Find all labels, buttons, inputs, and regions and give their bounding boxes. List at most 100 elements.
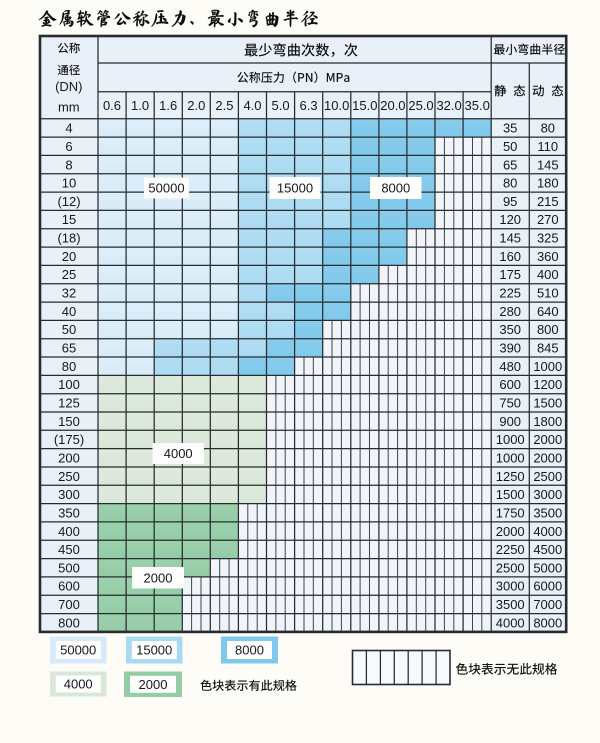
svg-text:6.3: 6.3 [300, 98, 318, 113]
svg-text:2000: 2000 [533, 432, 562, 447]
svg-text:20: 20 [62, 249, 76, 264]
svg-text:150: 150 [58, 414, 80, 429]
svg-text:mm: mm [58, 100, 80, 115]
svg-text:1250: 1250 [496, 469, 525, 484]
svg-text:50000: 50000 [148, 181, 184, 196]
svg-text:750: 750 [499, 396, 521, 411]
svg-text:510: 510 [537, 286, 559, 301]
svg-text:6000: 6000 [533, 579, 562, 594]
svg-text:50: 50 [503, 139, 517, 154]
svg-text:80: 80 [62, 359, 76, 374]
svg-text:1.6: 1.6 [159, 98, 177, 113]
svg-text:450: 450 [58, 542, 80, 557]
svg-text:1200: 1200 [533, 377, 562, 392]
svg-text:95: 95 [503, 194, 517, 209]
svg-text:4000: 4000 [64, 677, 93, 692]
svg-text:(12): (12) [57, 194, 80, 209]
svg-text:3000: 3000 [496, 579, 525, 594]
svg-text:50: 50 [62, 322, 76, 337]
svg-text:35: 35 [503, 121, 517, 136]
svg-text:270: 270 [537, 212, 559, 227]
svg-text:125: 125 [58, 396, 80, 411]
svg-text:180: 180 [537, 176, 559, 191]
svg-text:10: 10 [62, 176, 76, 191]
svg-text:2.5: 2.5 [215, 98, 233, 113]
svg-text:20.0: 20.0 [380, 98, 405, 113]
svg-text:800: 800 [537, 322, 559, 337]
svg-text:700: 700 [58, 597, 80, 612]
svg-text:6: 6 [65, 139, 72, 154]
svg-text:360: 360 [537, 249, 559, 264]
svg-text:10.0: 10.0 [324, 98, 349, 113]
svg-text:800: 800 [58, 615, 80, 630]
svg-text:280: 280 [499, 304, 521, 319]
svg-text:8000: 8000 [533, 615, 562, 630]
svg-text:1.0: 1.0 [131, 98, 149, 113]
svg-text:1500: 1500 [533, 396, 562, 411]
svg-text:600: 600 [58, 579, 80, 594]
svg-text:0.6: 0.6 [103, 98, 121, 113]
svg-text:4000: 4000 [164, 446, 193, 461]
svg-text:120: 120 [499, 212, 521, 227]
svg-text:25: 25 [62, 267, 76, 282]
svg-text:(DN): (DN) [55, 79, 82, 94]
svg-text:8: 8 [65, 157, 72, 172]
svg-text:1750: 1750 [496, 505, 525, 520]
svg-text:1500: 1500 [496, 487, 525, 502]
svg-text:3500: 3500 [533, 505, 562, 520]
svg-text:3000: 3000 [533, 487, 562, 502]
svg-text:2000: 2000 [496, 524, 525, 539]
svg-text:300: 300 [58, 487, 80, 502]
svg-text:200: 200 [58, 451, 80, 466]
svg-text:2500: 2500 [533, 469, 562, 484]
svg-text:15000: 15000 [277, 181, 313, 196]
svg-text:40: 40 [62, 304, 76, 319]
svg-text:15000: 15000 [136, 643, 172, 658]
svg-text:80: 80 [541, 121, 555, 136]
svg-text:2000: 2000 [533, 451, 562, 466]
svg-text:145: 145 [499, 231, 521, 246]
svg-text:1000: 1000 [496, 451, 525, 466]
svg-text:25.0: 25.0 [408, 98, 433, 113]
svg-text:2000: 2000 [139, 677, 168, 692]
svg-text:110: 110 [537, 139, 558, 154]
svg-text:7000: 7000 [533, 597, 562, 612]
svg-text:145: 145 [537, 157, 559, 172]
svg-text:2.0: 2.0 [187, 98, 205, 113]
svg-text:160: 160 [499, 249, 521, 264]
svg-text:80: 80 [503, 176, 517, 191]
svg-text:900: 900 [499, 414, 521, 429]
svg-text:4000: 4000 [496, 615, 525, 630]
svg-text:65: 65 [503, 157, 517, 172]
svg-text:2500: 2500 [496, 560, 525, 575]
svg-text:390: 390 [499, 341, 521, 356]
svg-text:845: 845 [537, 341, 559, 356]
svg-text:100: 100 [58, 377, 80, 392]
svg-text:2250: 2250 [496, 542, 525, 557]
svg-text:2000: 2000 [144, 570, 173, 585]
svg-text:35.0: 35.0 [465, 98, 490, 113]
svg-text:1800: 1800 [533, 414, 562, 429]
svg-text:4000: 4000 [533, 524, 562, 539]
svg-text:8000: 8000 [381, 181, 410, 196]
svg-text:325: 325 [537, 231, 559, 246]
svg-text:32: 32 [62, 286, 76, 301]
svg-text:215: 215 [537, 194, 559, 209]
svg-text:350: 350 [499, 322, 521, 337]
svg-text:65: 65 [62, 341, 76, 356]
svg-text:1000: 1000 [533, 359, 562, 374]
svg-text:250: 250 [58, 469, 80, 484]
svg-text:15.0: 15.0 [352, 98, 377, 113]
svg-text:3500: 3500 [496, 597, 525, 612]
svg-text:4: 4 [65, 121, 72, 136]
svg-text:480: 480 [499, 359, 521, 374]
svg-text:400: 400 [58, 524, 80, 539]
svg-text:1000: 1000 [496, 432, 525, 447]
svg-text:400: 400 [537, 267, 559, 282]
svg-text:500: 500 [58, 560, 80, 575]
svg-text:32.0: 32.0 [436, 98, 461, 113]
svg-text:15: 15 [62, 212, 76, 227]
svg-text:50000: 50000 [60, 643, 96, 658]
svg-text:(175): (175) [54, 432, 84, 447]
svg-text:8000: 8000 [235, 643, 264, 658]
